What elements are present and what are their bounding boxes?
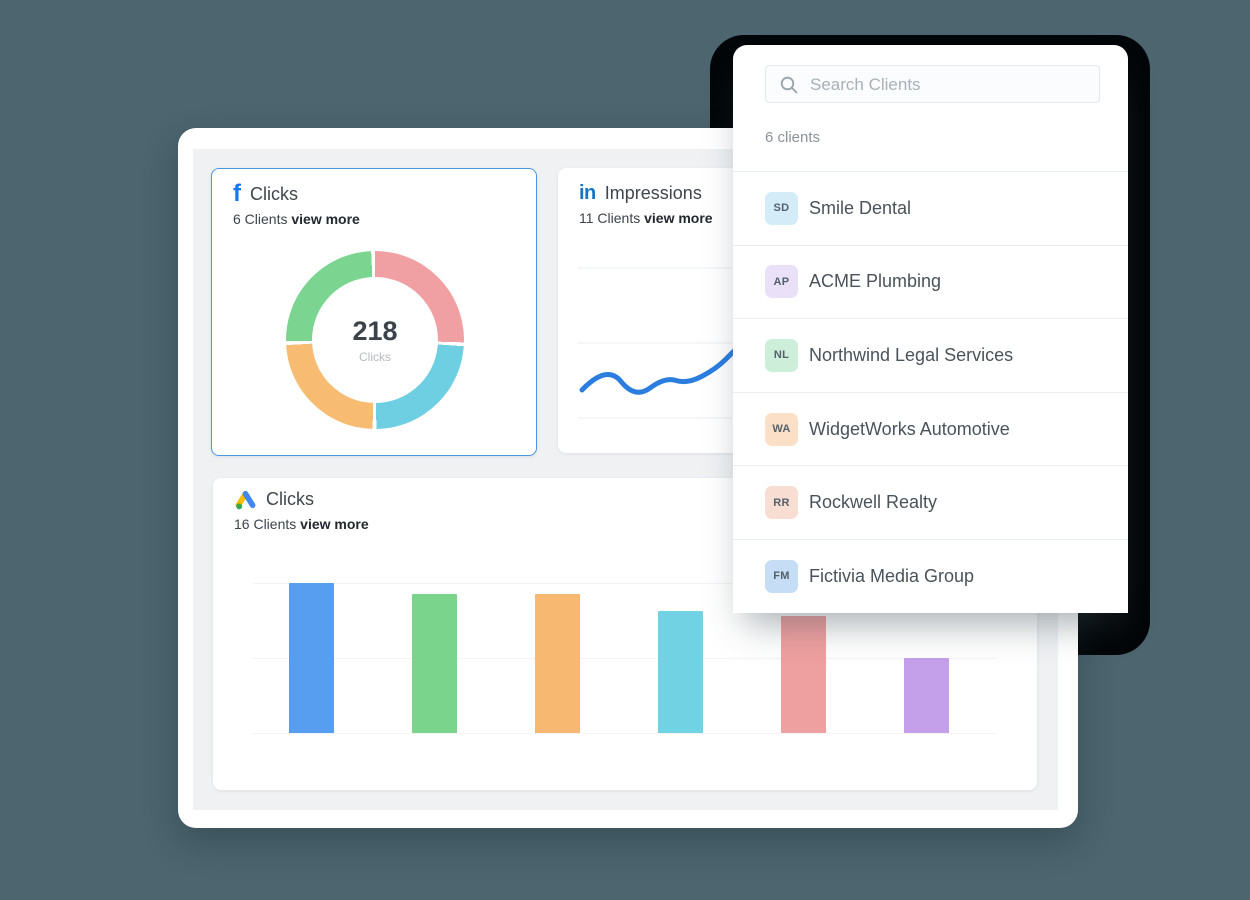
search-clients-input[interactable] xyxy=(808,67,1092,103)
bar-slot xyxy=(496,478,619,733)
client-name: Northwind Legal Services xyxy=(809,344,1014,365)
donut-center-label: Clicks xyxy=(359,350,391,364)
bar-chart-gridline xyxy=(253,658,997,659)
impressions-card-title: Impressions xyxy=(604,182,702,203)
facebook-icon: f xyxy=(233,180,241,207)
facebook-card-title: Clicks xyxy=(250,183,298,204)
linkedin-icon: in xyxy=(579,182,596,204)
client-initials-badge: FM xyxy=(765,559,798,593)
bar[interactable] xyxy=(781,616,826,733)
bar-slot xyxy=(742,478,865,733)
impressions-view-more-link[interactable]: view more xyxy=(644,210,713,226)
client-name: WidgetWorks Automotive xyxy=(809,418,1010,439)
facebook-clicks-card[interactable]: f Clicks 6 Clients view more 218 Clicks xyxy=(211,168,537,456)
client-initials-badge: SD xyxy=(765,191,798,225)
client-row[interactable]: RR Rockwell Realty xyxy=(733,465,1128,539)
client-row[interactable]: FM Fictivia Media Group xyxy=(733,538,1128,613)
client-name: Rockwell Realty xyxy=(809,492,938,513)
googleads-card-subtitle: 16 Clients view more xyxy=(234,516,369,532)
impressions-clients-count: 11 Clients xyxy=(579,210,641,226)
client-row[interactable]: AP ACME Plumbing xyxy=(733,244,1128,319)
client-search-panel: 6 clients SD Smile Dental AP ACME Plumbing N… xyxy=(733,45,1128,613)
facebook-view-more-link[interactable]: view more xyxy=(291,211,360,227)
bar[interactable] xyxy=(658,611,703,733)
donut-total-value: 218 xyxy=(352,316,398,346)
bar-slot xyxy=(250,478,373,733)
donut-center: 218 Clicks xyxy=(312,277,438,403)
client-name: Smile Dental xyxy=(809,197,912,218)
clients-count-label: 6 clients xyxy=(765,129,821,146)
google-ads-icon xyxy=(235,490,256,509)
client-initials-badge: RR xyxy=(765,486,798,520)
client-list: SD Smile Dental AP ACME Plumbing NL Northwind… xyxy=(733,171,1128,613)
bar-chart-gridline xyxy=(253,733,997,734)
facebook-clients-count: 6 Clients xyxy=(233,211,288,227)
client-row[interactable]: WA WidgetWorks Automotive xyxy=(733,391,1128,466)
bar-slot xyxy=(865,478,988,733)
bar[interactable] xyxy=(904,658,949,733)
client-row[interactable]: SD Smile Dental xyxy=(733,171,1128,245)
search-icon xyxy=(780,76,798,94)
bar-slot xyxy=(373,478,496,733)
client-initials-badge: AP xyxy=(765,265,798,299)
impressions-card-subtitle: 11 Clients view more xyxy=(579,210,713,226)
facebook-card-subtitle: 6 Clients view more xyxy=(233,211,360,227)
client-search-box xyxy=(765,65,1100,103)
googleads-view-more-link[interactable]: view more xyxy=(300,516,369,532)
client-initials-badge: WA xyxy=(765,412,798,446)
client-name: Fictivia Media Group xyxy=(809,565,975,586)
clicks-bar-chart xyxy=(250,478,988,733)
bar[interactable] xyxy=(412,594,457,733)
googleads-clients-count: 16 Clients xyxy=(234,516,297,532)
client-row[interactable]: NL Northwind Legal Services xyxy=(733,318,1128,392)
googleads-card-title: Clicks xyxy=(266,488,314,509)
bar-chart-gridline xyxy=(253,583,997,584)
facebook-card-header: f Clicks xyxy=(233,181,298,207)
bar-chart-gridlines xyxy=(233,478,1017,734)
bar[interactable] xyxy=(535,594,580,733)
bar-slot xyxy=(619,478,742,733)
bar[interactable] xyxy=(289,583,334,733)
clicks-donut-chart[interactable]: 218 Clicks xyxy=(286,251,464,429)
client-name: ACME Plumbing xyxy=(809,271,942,292)
impressions-card-header: in Impressions xyxy=(579,180,702,206)
client-initials-badge: NL xyxy=(765,338,798,372)
impressions-line-series xyxy=(579,333,753,395)
googleads-card-header: Clicks xyxy=(234,486,314,512)
